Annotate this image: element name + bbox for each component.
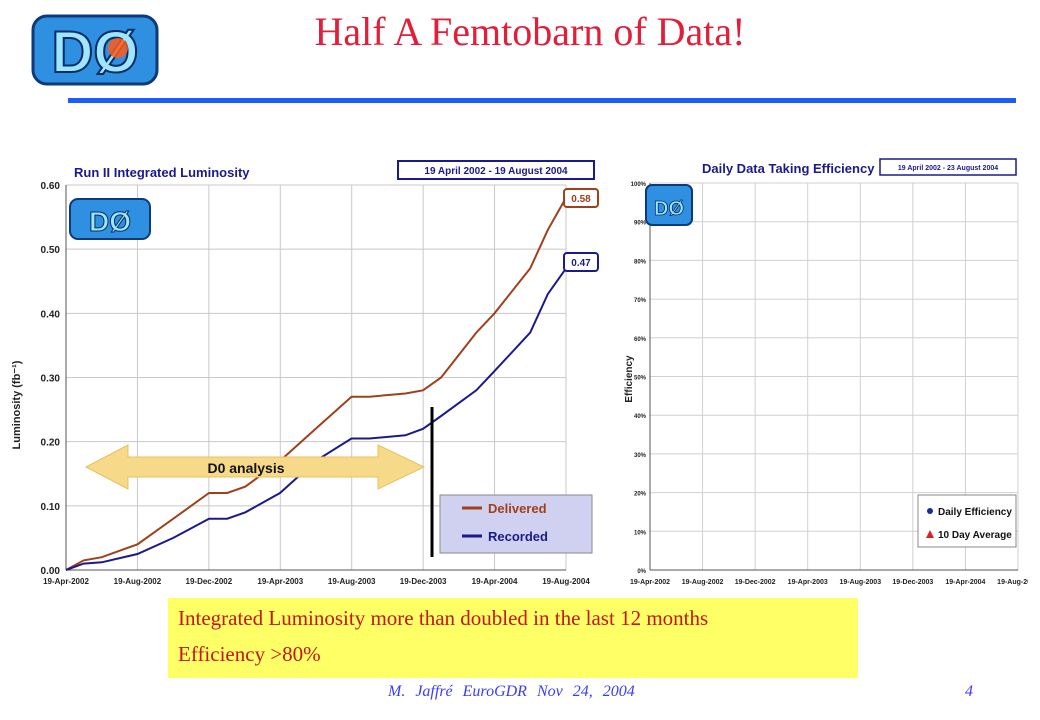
eff-x-tick-label: 19-Aug-2003 xyxy=(839,579,881,586)
summary-callout: Integrated Luminosity more than doubled … xyxy=(168,598,858,678)
eff-y-tick-label: 100% xyxy=(631,182,647,188)
callout-line-2: Efficiency >80% xyxy=(178,642,321,666)
delivered-line xyxy=(65,197,567,571)
eff-x-tick-label: 19-Apr-2002 xyxy=(630,579,670,586)
lum-y-tick-label: 0.50 xyxy=(41,245,61,256)
delivered-end-label: 0.58 xyxy=(571,194,591,205)
eff-y-tick-label: 60% xyxy=(634,337,647,343)
legend-delivered: Delivered xyxy=(488,501,547,516)
lum-x-tick-label: 19-Aug-2002 xyxy=(114,577,162,586)
lum-x-tick-label: 19-Dec-2002 xyxy=(186,577,233,586)
lum-series xyxy=(65,197,567,571)
eff-y-tick-label: 10% xyxy=(634,530,647,536)
eff-y-tick-label: 30% xyxy=(634,453,647,459)
lum-x-ticks: 19-Apr-2002 19-Aug-2002 19-Dec-2002 19-Apr-… xyxy=(43,577,590,586)
eff-y-tick-label: 40% xyxy=(634,414,647,420)
legend-recorded: Recorded xyxy=(488,529,548,544)
legend-ten-day-average: 10 Day Average xyxy=(938,530,1012,541)
callout-line-1: Integrated Luminosity more than doubled … xyxy=(178,606,709,630)
eff-x-tick-label: 19-Apr-2003 xyxy=(788,579,828,586)
eff-chart-logo: DØ xyxy=(645,184,693,226)
svg-text:DØ: DØ xyxy=(654,198,684,220)
lum-x-tick-label: 19-Dec-2003 xyxy=(400,577,447,586)
eff-x-tick-label: 19-Dec-2002 xyxy=(735,579,776,586)
efficiency-chart: Daily Data Taking Efficiency 19 April 20… xyxy=(618,155,1039,595)
lum-y-tick-label: 0.60 xyxy=(41,181,61,192)
eff-x-ticks: 19-Apr-2002 19-Aug-2002 19-Dec-2002 19-Apr-… xyxy=(630,579,1039,586)
eff-y-tick-label: 70% xyxy=(634,298,647,304)
lum-y-tick-label: 0.30 xyxy=(41,374,61,385)
lum-y-ticks: 0.00 0.10 0.20 0.30 0.40 0.50 0.60 xyxy=(41,181,61,577)
lum-x-tick-label: 19-Aug-2004 xyxy=(542,577,590,586)
d0-analysis-label: D0 analysis xyxy=(207,460,284,476)
eff-y-tick-label: 50% xyxy=(634,376,647,382)
lum-x-tick-label: 19-Apr-2003 xyxy=(257,577,303,586)
footer-event: EuroGDR Nov 24, 2004 xyxy=(462,683,635,700)
lum-x-tick-label: 19-Aug-2003 xyxy=(328,577,376,586)
eff-y-ticks: 0% 10% 20% 30% 40% 50% 60% 70% 80% 90% 100% xyxy=(631,182,647,575)
title-rule xyxy=(68,98,1016,103)
lum-legend: Delivered Recorded xyxy=(439,494,593,554)
eff-x-tick-label: 19-Aug-2002 xyxy=(682,579,724,586)
page-number: 4 xyxy=(965,683,973,700)
lum-chart-title: Run II Integrated Luminosity xyxy=(74,165,250,180)
eff-y-tick-label: 90% xyxy=(634,221,647,227)
footer-credit: M. Jaffré EuroGDR Nov 24, 2004 xyxy=(388,683,635,701)
d0-analysis-arrow: D0 analysis xyxy=(84,444,426,490)
lum-y-tick-label: 0.40 xyxy=(41,309,61,320)
eff-chart-title: Daily Data Taking Efficiency xyxy=(702,161,875,176)
eff-y-tick-label: 0% xyxy=(637,569,646,575)
lum-y-tick-label: 0.10 xyxy=(41,502,61,513)
lum-x-tick-label: 19-Apr-2004 xyxy=(472,577,518,586)
recorded-line xyxy=(65,267,567,571)
lum-y-tick-label: 0.20 xyxy=(41,438,61,449)
lum-x-tick-label: 19-Apr-2002 xyxy=(43,577,89,586)
eff-x-tick-label: 19-Aug-2004 xyxy=(997,579,1028,586)
footer-author: M. Jaffré xyxy=(388,683,453,700)
lum-y-axis-label: Luminosity (fb⁻¹) xyxy=(11,360,23,449)
lum-date-range: 19 April 2002 - 19 August 2004 xyxy=(424,166,568,177)
eff-grid xyxy=(649,182,1019,571)
eff-date-range: 19 April 2002 - 23 August 2004 xyxy=(898,165,998,172)
eff-y-tick-label: 80% xyxy=(634,259,647,265)
lum-chart-logo: DØ xyxy=(69,198,151,240)
lum-y-tick-label: 0.00 xyxy=(41,566,61,577)
eff-y-tick-label: 20% xyxy=(634,492,647,498)
eff-y-axis-label: Efficiency xyxy=(624,355,635,403)
eff-x-tick-label: 19-Dec-2003 xyxy=(892,579,933,586)
d0-logo: DØ xyxy=(30,10,160,90)
legend-daily-efficiency: Daily Efficiency xyxy=(938,507,1012,518)
recorded-end-label: 0.47 xyxy=(571,258,591,269)
svg-text:DØ: DØ xyxy=(89,206,131,237)
eff-legend: Daily Efficiency 10 Day Average xyxy=(917,494,1017,548)
page-title: Half A Femtobarn of Data! xyxy=(314,9,746,54)
eff-x-tick-label: 19-Apr-2004 xyxy=(945,579,985,586)
luminosity-chart: Run II Integrated Luminosity 19 April 20… xyxy=(6,155,606,595)
